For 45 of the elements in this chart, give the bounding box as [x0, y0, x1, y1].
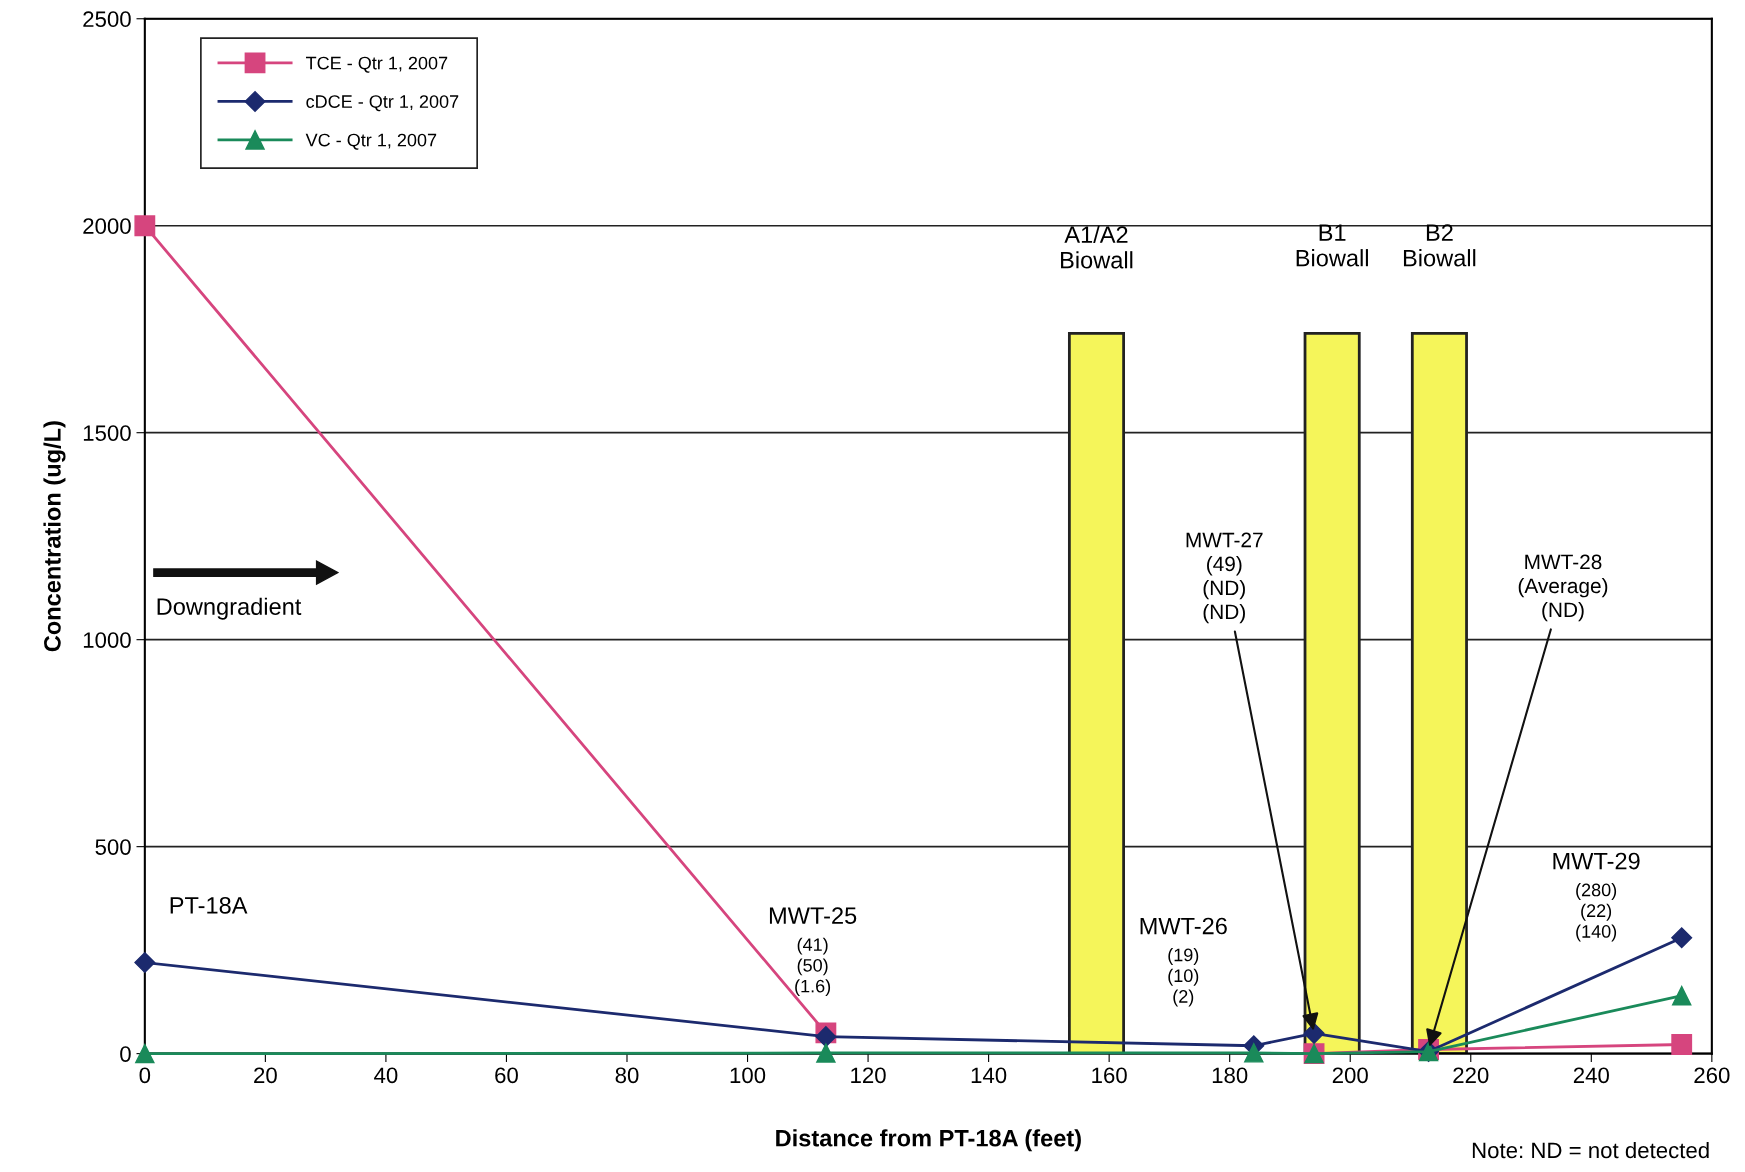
legend-label: TCE - Qtr 1, 2007	[306, 56, 448, 73]
y-tick-label: 1000	[83, 632, 131, 648]
text: Note: ND = not detected	[1472, 1141, 1709, 1159]
annotation: MWT-26 (19) (10) (2)	[1140, 917, 1227, 1007]
x-axis-title: Distance from PT-18A (feet)	[776, 1129, 1081, 1152]
point	[134, 952, 156, 974]
x-tick-label: 40	[374, 1067, 398, 1084]
x-tick-label: 220	[1453, 1067, 1489, 1084]
annotation: A1/A2 Biowall	[1061, 225, 1133, 269]
x-tick-label: 160	[1092, 1067, 1127, 1084]
x-tick-label: 200	[1332, 1067, 1368, 1084]
x-tick-label: 260	[1694, 1067, 1730, 1084]
y-tick-label: 2500	[83, 11, 131, 28]
annotation: Downgradient	[157, 597, 302, 620]
y-tick-label: 500	[95, 839, 131, 855]
legend-label: VC - Qtr 1, 2007	[305, 133, 437, 150]
annotation: PT-18A	[170, 896, 248, 914]
x-tick-label: 60	[495, 1067, 518, 1084]
point	[1303, 1022, 1325, 1044]
point	[1671, 927, 1693, 949]
annotation: B2 Biowall	[1403, 224, 1476, 267]
x-tick-label: 0	[139, 1067, 151, 1084]
legend-label: cDCE - Qtr 1, 2007	[306, 95, 459, 112]
x-tick-label: 80	[615, 1067, 639, 1084]
x-tick-label: 120	[851, 1067, 886, 1084]
x-tick-label: 240	[1573, 1067, 1609, 1084]
y-axis-title: Concentration (ug/L)	[43, 421, 66, 652]
y-tick-label: 1500	[83, 425, 131, 441]
annotation: MWT-27 (49) (ND) (ND)	[1186, 532, 1263, 624]
x-tick-label: 140	[971, 1067, 1007, 1084]
annotation: B1 Biowall	[1296, 224, 1368, 267]
y-tick-label: 0	[120, 1046, 131, 1062]
annotation: MWT-28 (Average) (ND)	[1518, 554, 1608, 622]
y-tick-label: 2000	[83, 218, 131, 234]
point	[134, 215, 156, 237]
point	[1671, 985, 1692, 1006]
point	[1244, 1043, 1264, 1063]
point	[135, 1043, 155, 1064]
point	[816, 1043, 836, 1063]
annotation: MWT-29 (280) (22) (140)	[1553, 852, 1640, 942]
x-tick-label: 180	[1212, 1067, 1248, 1084]
x-tick-label: 20	[254, 1067, 277, 1084]
x-tick-label: 100	[730, 1067, 766, 1084]
annotation: MWT-25 (41) (50) (1.6)	[769, 907, 857, 997]
point	[1671, 1034, 1693, 1055]
